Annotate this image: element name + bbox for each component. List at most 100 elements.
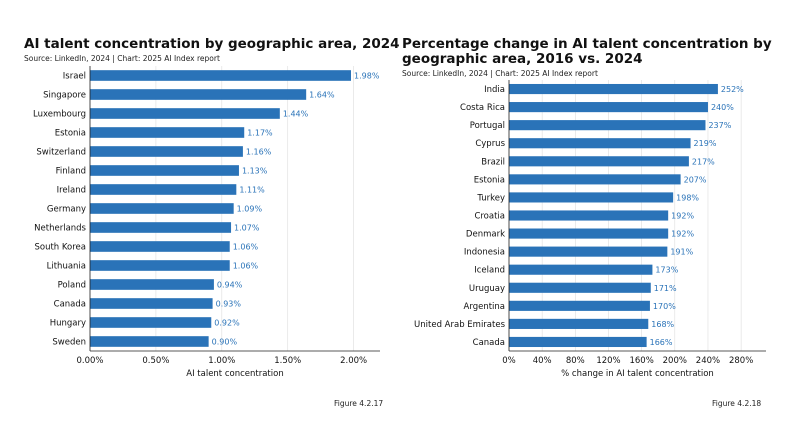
bar xyxy=(509,246,668,257)
category-label: Ireland xyxy=(57,186,86,196)
bar-value-label: 1.44% xyxy=(283,110,309,119)
bar xyxy=(90,127,245,138)
category-label: Israel xyxy=(63,72,86,82)
category-label: Turkey xyxy=(476,193,505,203)
right-chart-panel: Percentage change in AI talent concentra… xyxy=(400,0,800,431)
bar-value-label: 252% xyxy=(721,85,744,94)
bar xyxy=(509,102,708,113)
bar xyxy=(509,300,650,311)
x-tick-label: 280% xyxy=(729,356,753,366)
category-label: Sweden xyxy=(52,338,86,348)
category-label: Portugal xyxy=(470,121,505,131)
bar xyxy=(90,279,214,290)
chart-title-line-1: Percentage change in AI talent concentra… xyxy=(402,36,772,52)
category-label: Luxembourg xyxy=(33,110,86,120)
category-label: Hungary xyxy=(50,319,86,329)
bar xyxy=(509,336,647,348)
bar xyxy=(90,89,307,100)
bar-value-label: 191% xyxy=(670,248,693,257)
category-label: Costa Rica xyxy=(460,103,505,113)
bar-value-label: 1.16% xyxy=(246,148,272,157)
bar xyxy=(90,222,232,233)
x-tick-label: 0.50% xyxy=(142,356,169,366)
bar xyxy=(509,210,669,221)
category-label: India xyxy=(484,85,505,95)
figure-label: Figure 4.2.18 xyxy=(712,399,762,408)
bar xyxy=(90,241,230,252)
category-label: Croatia xyxy=(474,212,505,222)
bar xyxy=(90,203,234,214)
bar-value-label: 207% xyxy=(684,175,707,184)
category-label: Indonesia xyxy=(464,248,505,258)
x-tick-label: 240% xyxy=(696,356,720,366)
bar-value-label: 1.11% xyxy=(239,186,265,195)
x-tick-label: 1.50% xyxy=(274,356,301,366)
bar xyxy=(90,336,209,347)
category-label: South Korea xyxy=(34,243,86,253)
category-label: Lithuania xyxy=(47,262,86,272)
bar-value-label: 240% xyxy=(711,103,734,112)
bar xyxy=(90,298,213,309)
bar-value-label: 198% xyxy=(676,193,699,202)
x-tick-label: 2.00% xyxy=(340,356,367,366)
chart-title: AI talent concentration by geographic ar… xyxy=(24,36,400,52)
category-label: Denmark xyxy=(466,230,505,240)
bar-value-label: 1.13% xyxy=(242,167,268,176)
category-label: Canada xyxy=(54,300,86,310)
bar-value-label: 1.64% xyxy=(309,91,335,100)
x-axis-title: AI talent concentration xyxy=(186,369,283,379)
bar-value-label: 192% xyxy=(671,230,694,239)
bar-value-label: 168% xyxy=(651,320,674,329)
category-label: United Arab Emirates xyxy=(414,320,506,330)
bar xyxy=(509,264,653,275)
x-tick-label: 200% xyxy=(663,356,687,366)
category-label: Netherlands xyxy=(34,224,86,234)
category-label: Brazil xyxy=(481,157,505,167)
bar xyxy=(90,108,280,119)
x-tick-label: 120% xyxy=(596,356,620,366)
bar-value-label: 192% xyxy=(671,212,694,221)
category-label: Canada xyxy=(473,338,505,348)
figure-label: Figure 4.2.17 xyxy=(334,399,384,408)
bar xyxy=(509,120,706,131)
bar-chart-talent-concentration: 1.98% Israel 1.64% Singapore 1.44% Luxembourg… xyxy=(33,66,380,379)
bar xyxy=(90,146,243,157)
bar-value-label: 166% xyxy=(650,338,673,347)
bar-value-label: 0.93% xyxy=(216,300,242,309)
bar xyxy=(509,318,649,329)
category-label: Cyprus xyxy=(475,139,505,149)
left-chart-panel: AI talent concentration by geographic ar… xyxy=(24,36,400,409)
bar xyxy=(509,192,674,203)
bar xyxy=(509,282,651,293)
category-label: Estonia xyxy=(474,175,505,185)
category-label: Uruguay xyxy=(469,284,505,294)
bar-value-label: 1.07% xyxy=(234,224,260,233)
category-label: Poland xyxy=(58,281,86,291)
category-label: Argentina xyxy=(464,302,505,312)
bar-chart-percentage-change: 252% India 240% Costa Rica 237% Portugal 219% C… xyxy=(414,80,766,379)
bar-value-label: 0.92% xyxy=(214,319,240,328)
bar xyxy=(509,156,689,167)
bar-value-label: 173% xyxy=(655,266,678,275)
category-label: Iceland xyxy=(474,266,505,276)
category-label: Estonia xyxy=(55,129,86,139)
bar-value-label: 171% xyxy=(654,284,677,293)
category-label: Singapore xyxy=(43,91,86,101)
bar-value-label: 170% xyxy=(653,302,676,311)
x-tick-label: 40% xyxy=(533,356,552,366)
category-label: Switzerland xyxy=(36,148,86,158)
bar xyxy=(90,70,351,81)
category-label: Germany xyxy=(47,205,86,215)
bar xyxy=(509,174,681,185)
x-axis-title: % change in AI talent concentration xyxy=(561,369,714,379)
chart-title-line-2: geographic area, 2016 vs. 2024 xyxy=(402,51,643,67)
bar xyxy=(90,317,212,328)
bar-value-label: 1.17% xyxy=(247,129,273,138)
x-tick-label: 80% xyxy=(566,356,585,366)
chart-source: Source: LinkedIn, 2024 | Chart: 2025 AI … xyxy=(402,69,598,78)
bar-value-label: 237% xyxy=(708,121,731,130)
bar xyxy=(90,184,237,195)
bar xyxy=(509,228,669,239)
x-tick-label: 160% xyxy=(629,356,653,366)
category-label: Finland xyxy=(56,167,86,177)
